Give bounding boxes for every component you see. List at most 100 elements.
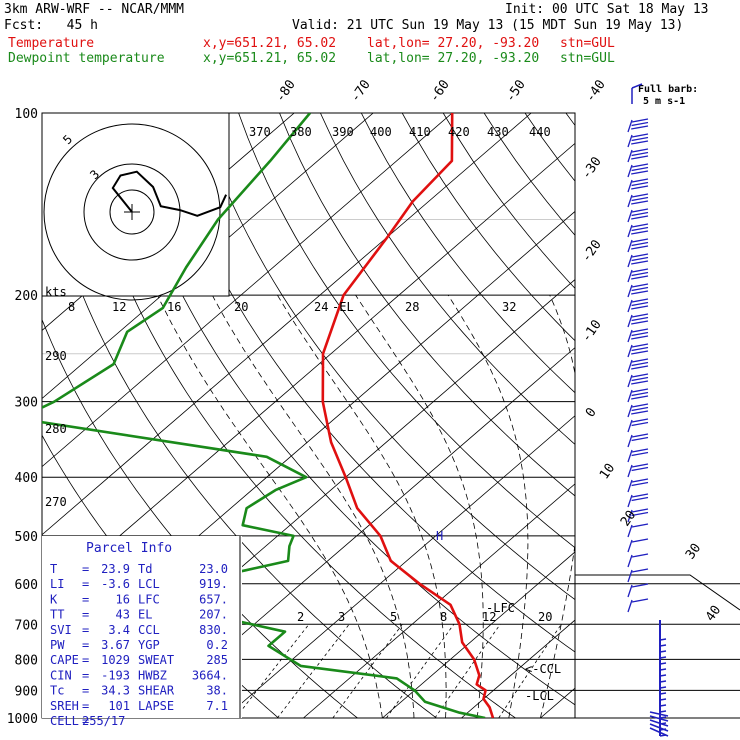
parcel-label-Td: Td [138,562,152,576]
wind-barb [627,583,649,598]
parcel-label-Tc: Tc [50,684,64,698]
isotherm-30 [540,687,575,718]
wind-barb [627,298,649,313]
pressure-label-1000: 1000 [7,712,38,727]
lower-wind-barb [659,698,667,701]
wind-barb [627,148,649,163]
parcel-value-CAPE: 1029 [101,653,130,667]
surface-wind-barb [649,723,669,732]
dry-adiabat-330 [197,113,575,601]
el-marker: -EL [332,300,354,314]
lower-wind-barb [659,710,667,713]
theta-label-380: 380 [290,125,312,139]
wind-barb [627,208,649,223]
temp-label--70: -70 [348,77,374,105]
moist-adiabat-30 [540,294,575,718]
temperature-profile [321,113,495,718]
lower-wind-barb [659,650,667,653]
wind-barb [627,118,649,133]
mixing-ratio-line-12 [434,624,501,718]
temp-label-40: 40 [703,603,724,624]
wind-barb [627,538,649,553]
parcel-equals: = [82,699,89,713]
wind-barb [627,598,649,613]
parcel-value-CELL: 255/17 [82,714,125,728]
wind-barb [627,433,649,448]
parcel-label-LI: LI [50,577,64,591]
wind-barb [627,568,649,583]
pressure-label-900: 900 [15,684,38,699]
moist-adiabat-18 [277,294,447,718]
isotherm--70 [42,113,453,468]
mixing-ratio-line-3 [277,624,350,718]
dry-adiabat-300 [74,113,516,718]
wind-barb [627,448,649,463]
parcel-label-CAPE: CAPE [50,653,79,667]
moist-adiabat-14 [211,294,415,718]
parcel-label-HWBZ: HWBZ [138,668,167,682]
mixing-ratio-line-8 [386,624,455,718]
temp-label-10: 10 [597,461,618,482]
speed-label-28: 28 [405,300,419,314]
isotherm-0 [303,483,575,718]
parcel-equals: = [82,562,89,576]
lower-wind-barb [659,674,667,677]
pressure-label-800: 800 [15,653,38,668]
lower-wind-barb [659,644,667,647]
barb-legend-flag [631,83,643,89]
parcel-value-SVI: 3.4 [108,623,130,637]
barb-legend-title: Full barb: [638,84,698,95]
hodograph-ring-3 [43,123,221,301]
parcel-value-LCL: 919. [199,577,228,591]
wind-barb [627,373,649,388]
wind-barb [627,328,649,343]
theta-label-280: 280 [45,422,67,436]
pressure-label-200: 200 [15,289,38,304]
surface-wind-barb [649,715,669,722]
theta-label-270: 270 [45,495,67,509]
parcel-equals: = [82,668,89,682]
parcel-value-EL: 207. [199,608,228,622]
wind-barb [627,313,649,328]
lcl-marker: -LCL [525,689,554,703]
parcel-value-K: 16 [116,592,130,606]
ccl-marker: <-CCL [525,662,561,676]
parcel-label-LAPSE: LAPSE [138,699,174,713]
theta-label-290: 290 [45,349,67,363]
isotherm-10 [382,551,575,718]
speed-label-32: 32 [502,300,516,314]
parcel-info-title: Parcel Info [86,541,172,556]
lfc-marker: -LFC [486,601,515,615]
dewpoint-xy: x,y=651.21, 65.02 [203,51,337,66]
parcel-label-LCL: LCL [138,577,160,591]
parcel-equals: = [82,638,89,652]
parcel-label-SVI: SVI [50,623,72,637]
hodograph-trace [111,170,228,217]
parcel-value-LAPSE: 7.1 [206,699,228,713]
parcel-label-LFC: LFC [138,592,160,606]
temp-label--20: -20 [579,237,605,265]
parcel-equals: = [82,653,89,667]
parcel-label-PW: PW [50,638,65,652]
speed-label-12: 12 [112,300,126,314]
speed-label-8: 8 [68,300,75,314]
dry-adiabat-440 [648,113,740,718]
dry-adiabat-320 [156,113,575,653]
wind-panel-edge [575,574,740,611]
dry-adiabat-370 [360,113,575,394]
hodograph-units: kts [45,285,67,299]
wind-barb [627,403,649,418]
dry-adiabat-450 [689,113,740,718]
parcel-value-LI: -3.6 [101,577,130,591]
moist-adiabat-22 [355,294,484,718]
surface-wind-barb [649,727,669,737]
theta-label-370: 370 [249,125,271,139]
parcel-label-SWEAT: SWEAT [138,653,174,667]
parcel-equals: = [82,623,89,637]
wind-barb [627,268,649,283]
wind-barb [627,193,649,208]
parcel-value-Tc: 34.3 [101,684,130,698]
forecast-hour: Fcst: 45 h [4,18,98,33]
temp-label--50: -50 [503,77,529,105]
dry-adiabat-340 [238,113,575,549]
